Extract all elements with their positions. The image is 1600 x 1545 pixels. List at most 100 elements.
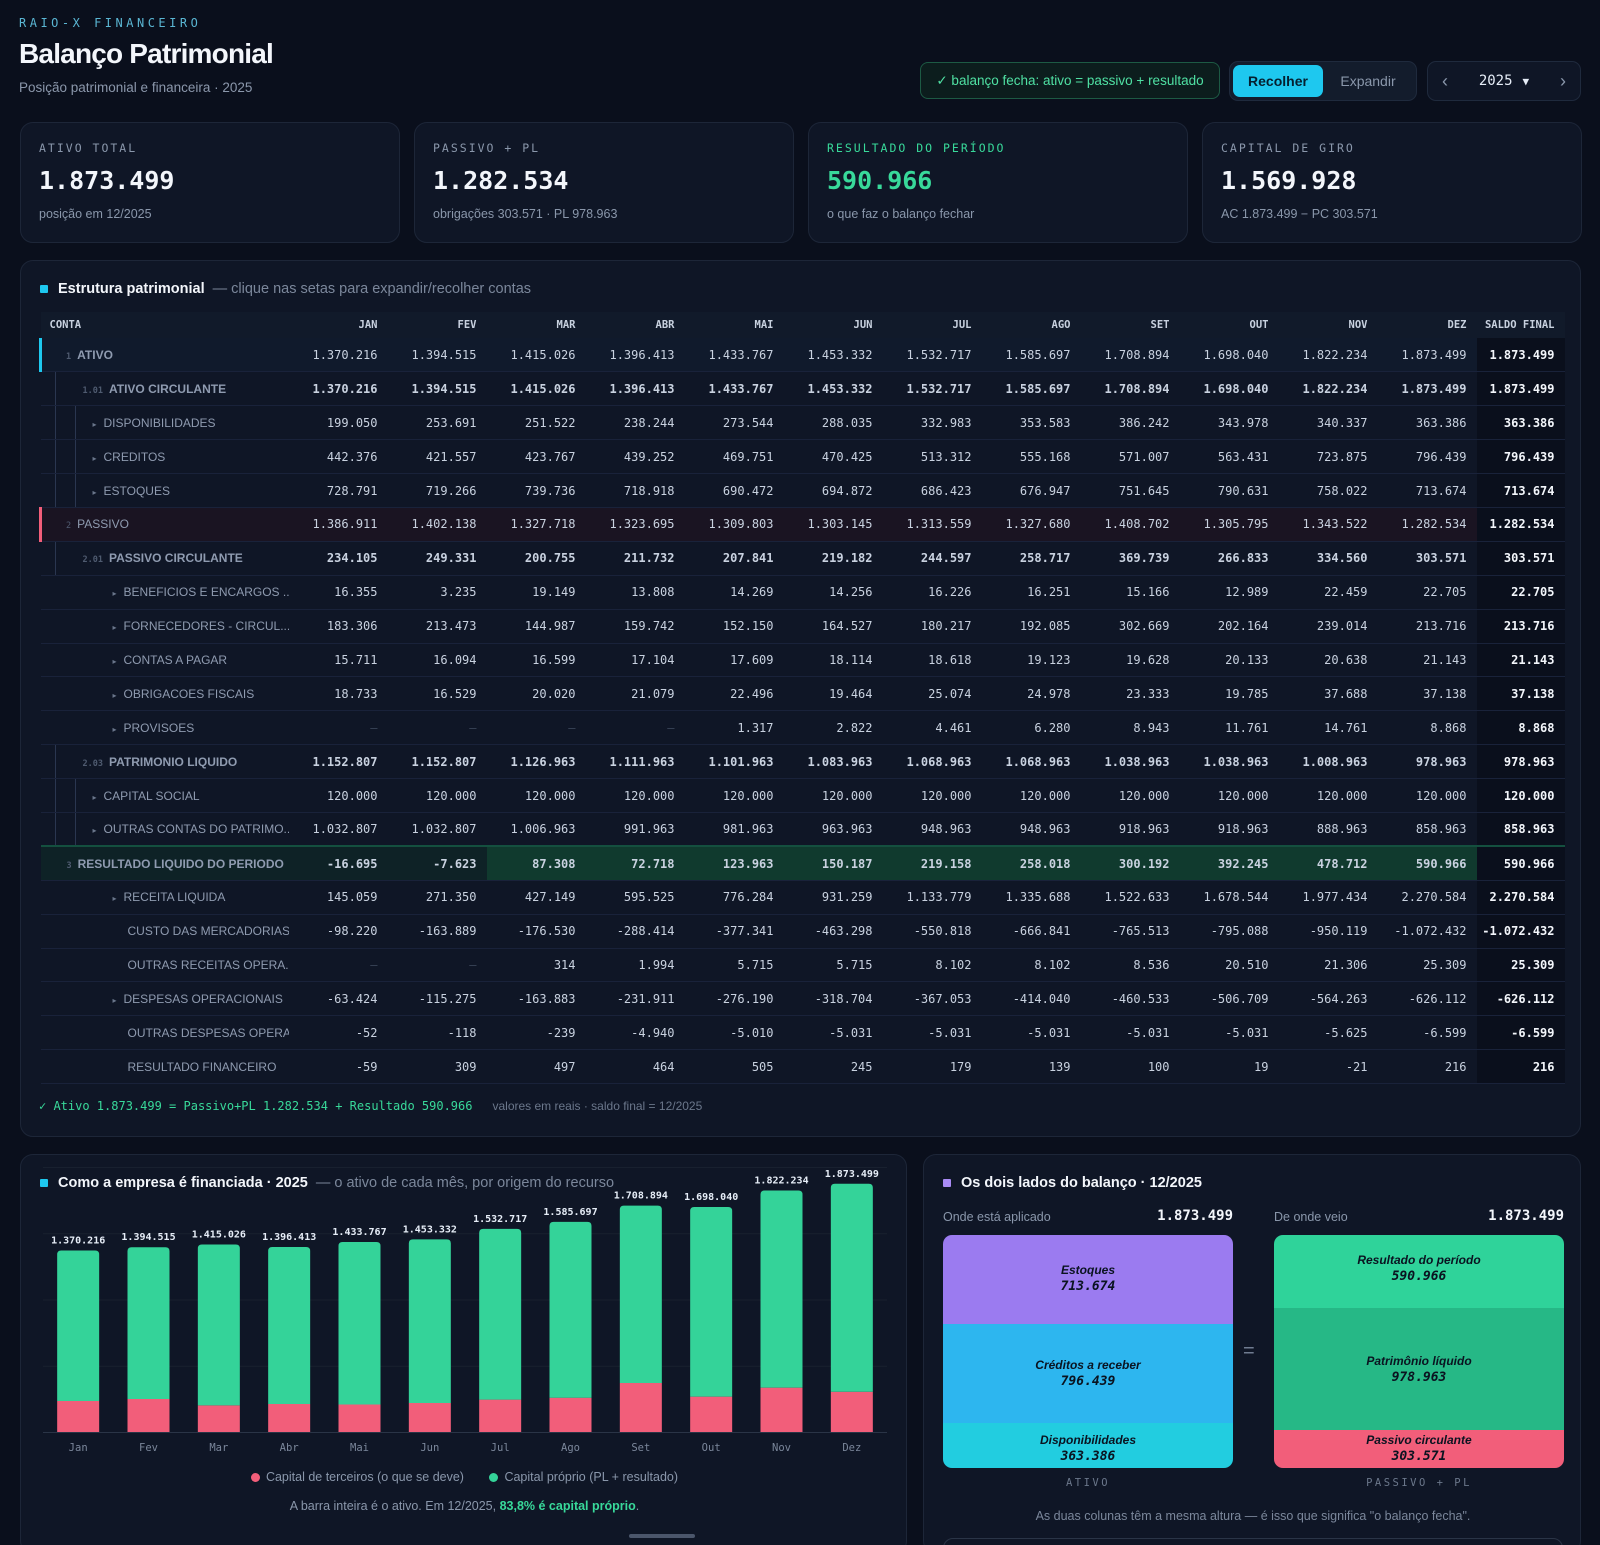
- bar-third-party[interactable]: [127, 1398, 170, 1432]
- expand-caret-icon[interactable]: ▸: [92, 826, 97, 836]
- bar-third-party[interactable]: [57, 1400, 100, 1432]
- table-row[interactable]: ▸ PROVISOES – – – –1.317 2.822 4.461 6.280 8.943 1…: [40, 710, 1565, 746]
- bar-own-capital[interactable]: [549, 1221, 592, 1398]
- month-value-cell: 1.032.807: [387, 812, 487, 847]
- month-value-cell: 87.308: [486, 845, 586, 881]
- bar-own-capital[interactable]: [690, 1207, 733, 1397]
- expand-caret-icon[interactable]: ▸: [92, 453, 97, 463]
- bar-own-capital[interactable]: [830, 1183, 873, 1392]
- kpi-sub: obrigações 303.571 · PL 978.963: [433, 207, 618, 221]
- month-value-cell: 469.751: [684, 439, 784, 475]
- table-row[interactable]: ▸ CONTAS A PAGAR 15.711 16.094 16.599 17.104 1…: [40, 643, 1565, 678]
- bar-own-capital[interactable]: [268, 1246, 311, 1404]
- square-bullet-icon: [40, 285, 48, 293]
- chevron-right-icon[interactable]: ›: [1560, 70, 1566, 91]
- kpi-label: ATIVO TOTAL: [39, 141, 138, 155]
- balance-segment[interactable]: Créditos a receber 796.439: [943, 1323, 1233, 1423]
- expand-caret-icon[interactable]: ▸: [112, 656, 117, 666]
- table-row[interactable]: ▸ BENEFICIOS E ENCARGOS ... 16.355 3.235 19.…: [40, 575, 1565, 610]
- expand-caret-icon[interactable]: ▸: [92, 487, 97, 497]
- bar-own-capital[interactable]: [57, 1250, 100, 1401]
- expand-caret-icon[interactable]: ▸: [112, 894, 117, 904]
- bar-third-party[interactable]: [690, 1396, 733, 1432]
- column-header: AGO: [981, 312, 1081, 338]
- table-row[interactable]: OUTRAS DESPESAS OPERA... -52 -118 -239 -4.94…: [40, 1015, 1565, 1051]
- month-value-cell: 273.544: [684, 405, 784, 441]
- table-row[interactable]: 2.01 PASSIVO CIRCULANTE 234.105 249.331 200.…: [40, 541, 1565, 576]
- bar-own-capital[interactable]: [127, 1247, 170, 1399]
- bar-own-capital[interactable]: [619, 1205, 662, 1384]
- table-row[interactable]: ▸ CAPITAL SOCIAL 120.000 120.000 120.000 120.…: [40, 778, 1565, 813]
- bar-own-capital[interactable]: [338, 1242, 381, 1405]
- final-balance-cell: 216: [1476, 1049, 1565, 1085]
- bar-third-party[interactable]: [338, 1404, 381, 1432]
- table-row[interactable]: ▸ OBRIGACOES FISCAIS 18.733 16.529 20.020 21.…: [40, 676, 1565, 712]
- bar-third-party[interactable]: [268, 1403, 311, 1432]
- expand-caret-icon[interactable]: ▸: [92, 792, 97, 802]
- balance-segment[interactable]: Patrimônio líquido 978.963: [1274, 1308, 1564, 1431]
- balance-segment[interactable]: Estoques 713.674: [943, 1235, 1233, 1324]
- structure-title: Estrutura patrimonial — clique nas setas…: [40, 281, 531, 297]
- segment-value: 363.386: [1060, 1448, 1116, 1464]
- table-row[interactable]: ▸ DESPESAS OPERACIONAIS -63.424 -115.275 -16…: [40, 981, 1565, 1017]
- expand-caret-icon[interactable]: ▸: [112, 724, 117, 734]
- month-value-cell: 199.050: [288, 405, 388, 441]
- chevron-left-icon[interactable]: ‹: [1442, 70, 1448, 91]
- bar-own-capital[interactable]: [479, 1228, 522, 1400]
- expand-caret-icon[interactable]: ▸: [112, 623, 117, 633]
- month-value-cell: 22.459: [1278, 575, 1378, 610]
- month-value-cell: 427.149: [486, 880, 586, 915]
- month-value-cell: 718.918: [585, 473, 685, 508]
- month-value-cell: 249.331: [387, 541, 487, 576]
- table-row[interactable]: ▸ CREDITOS 442.376 421.557 423.767 439.252 469…: [40, 439, 1565, 475]
- bar-third-party[interactable]: [197, 1405, 240, 1432]
- bar-third-party[interactable]: [619, 1383, 662, 1432]
- bar-third-party[interactable]: [760, 1387, 803, 1432]
- table-row[interactable]: 1.01 ATIVO CIRCULANTE 1.370.216 1.394.515 1.…: [40, 371, 1565, 407]
- month-value-cell: 13.808: [585, 575, 685, 610]
- kpi-sub: AC 1.873.499 − PC 303.571: [1221, 207, 1378, 221]
- table-row[interactable]: OUTRAS RECEITAS OPERA... – –314 1.994 5.715 5…: [40, 948, 1565, 983]
- month-value-cell: 15.166: [1080, 575, 1180, 610]
- bar-own-capital[interactable]: [197, 1244, 240, 1406]
- bar-third-party[interactable]: [479, 1399, 522, 1432]
- month-value-cell: 332.983: [882, 405, 982, 441]
- table-row[interactable]: CUSTO DAS MERCADORIAS -98.220 -163.889 -176…: [40, 914, 1565, 949]
- bar-own-capital[interactable]: [760, 1190, 803, 1388]
- expand-caret-icon[interactable]: ▸: [112, 589, 117, 599]
- account-code: 1: [66, 351, 72, 362]
- final-balance-cell: -1.072.432: [1476, 914, 1565, 949]
- bar-third-party[interactable]: [549, 1397, 592, 1432]
- collapse-button[interactable]: Recolher: [1233, 65, 1323, 97]
- table-row[interactable]: 2 PASSIVO 1.386.911 1.402.138 1.327.718 1.323…: [39, 507, 1565, 542]
- bar-own-capital[interactable]: [408, 1239, 451, 1403]
- month-value-cell: 25.074: [882, 676, 982, 712]
- column-header: SET: [1080, 312, 1180, 338]
- bar-third-party[interactable]: [830, 1391, 873, 1432]
- table-row[interactable]: RESULTADO FINANCEIRO -59 309 497 464 505 245 17…: [40, 1049, 1565, 1085]
- expand-caret-icon[interactable]: ▸: [112, 690, 117, 700]
- table-row[interactable]: 1 ATIVO 1.370.216 1.394.515 1.415.026 1.396.4…: [39, 338, 1565, 373]
- balance-segment[interactable]: Resultado do período 590.966: [1274, 1235, 1564, 1309]
- expand-caret-icon[interactable]: ▸: [112, 995, 117, 1005]
- expand-button[interactable]: Expandir: [1340, 73, 1396, 89]
- table-row[interactable]: ▸ ESTOQUES 728.791 719.266 739.736 718.918 690…: [40, 473, 1565, 508]
- month-value-cell: 1.433.767: [684, 338, 784, 373]
- account-name: PASSIVO CIRCULANTE: [108, 551, 243, 566]
- bar-third-party[interactable]: [408, 1402, 451, 1432]
- table-row[interactable]: ▸ OUTRAS CONTAS DO PATRIMO... 1.032.807 1.0…: [40, 812, 1565, 847]
- balance-segment[interactable]: Passivo circulante 303.571: [1274, 1430, 1564, 1468]
- year-selector: ‹ 2025 ▼ ›: [1427, 61, 1581, 101]
- balance-segment[interactable]: Disponibilidades 363.386: [943, 1422, 1233, 1468]
- year-dropdown[interactable]: 2025 ▼: [1462, 73, 1546, 89]
- table-row[interactable]: 2.03 PATRIMONIO LIQUIDO 1.152.807 1.152.807…: [40, 744, 1565, 780]
- table-row[interactable]: 3 RESULTADO LIQUIDO DO PERIODO -16.695 -7.6…: [40, 845, 1565, 881]
- right-column-head: De onde veio: [1274, 1210, 1348, 1224]
- expand-caret-icon[interactable]: ▸: [92, 419, 97, 429]
- table-row[interactable]: ▸ FORNECEDORES - CIRCUL... 183.306 213.473 1…: [40, 609, 1565, 644]
- column-header: CONTA: [40, 312, 289, 338]
- table-row[interactable]: ▸ DISPONIBILIDADES 199.050 253.691 251.522 23…: [40, 405, 1565, 441]
- month-value-cell: 1.585.697: [981, 371, 1081, 407]
- table-row[interactable]: ▸ RECEITA LIQUIDA 145.059 271.350 427.149 595…: [40, 880, 1565, 915]
- scroll-thumb[interactable]: [629, 1534, 695, 1538]
